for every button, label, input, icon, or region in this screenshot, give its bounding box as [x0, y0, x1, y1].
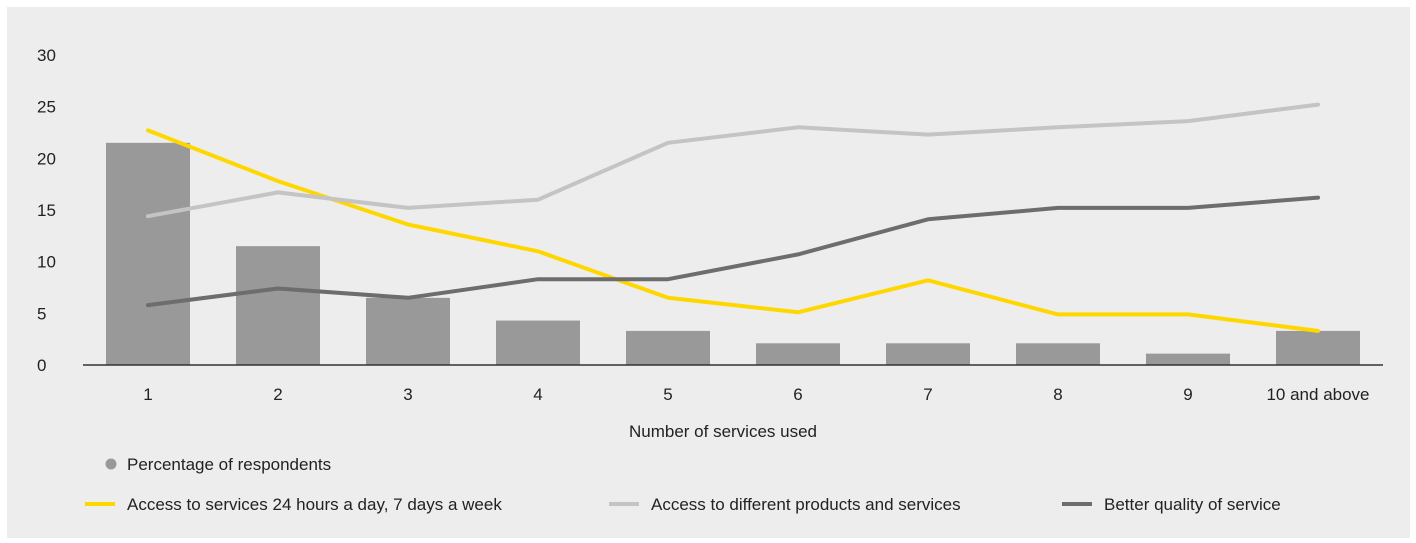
- legend-label: Percentage of respondents: [127, 455, 331, 474]
- bar-series: [106, 142, 1360, 365]
- line-series-group: [146, 102, 1320, 333]
- line-series-access-to-different-products-and-services: [146, 102, 1320, 219]
- x-tick-label: 5: [663, 385, 672, 404]
- legend-label: Better quality of service: [1104, 495, 1281, 514]
- y-tick-label: 15: [37, 201, 56, 220]
- y-tick-label: 0: [37, 356, 46, 375]
- x-tick-label: 4: [533, 385, 542, 404]
- x-tick-label: 8: [1053, 385, 1062, 404]
- y-tick-label: 30: [37, 46, 56, 65]
- x-tick-label: 1: [143, 385, 152, 404]
- bar: [1276, 330, 1360, 365]
- bar: [236, 246, 320, 365]
- legend-label: Access to different products and service…: [651, 495, 961, 514]
- line-series-access-to-services-24-hours-a-day-7-days-a-week: [146, 128, 1320, 333]
- y-tick-label: 10: [37, 253, 56, 272]
- chart-panel: 0 5 10 15 20 25 30 1 2 3 4 5 6 7 8 9 10 and above Numbe…: [7, 7, 1410, 538]
- bar: [496, 320, 580, 365]
- y-tick-label: 25: [37, 98, 56, 117]
- x-axis-title: Number of services used: [629, 422, 817, 441]
- line-series-better-quality-of-service: [146, 195, 1320, 308]
- y-tick-label: 20: [37, 149, 56, 168]
- bar: [756, 343, 840, 365]
- legend: Percentage of respondents Access to servi…: [85, 455, 1281, 514]
- x-axis-ticks: 1 2 3 4 5 6 7 8 9 10 and above: [143, 385, 1369, 404]
- combo-chart: 0 5 10 15 20 25 30 1 2 3 4 5 6 7 8 9 10 and above Numbe…: [37, 46, 1383, 514]
- x-tick-label: 3: [403, 385, 412, 404]
- y-axis-ticks: 0 5 10 15 20 25 30: [37, 46, 56, 375]
- x-tick-label: 10 and above: [1266, 385, 1369, 404]
- x-tick-label: 6: [793, 385, 802, 404]
- y-tick-label: 5: [37, 304, 46, 323]
- legend-marker: [105, 458, 117, 470]
- bar: [1016, 343, 1100, 365]
- bar: [626, 330, 710, 365]
- bar: [886, 343, 970, 365]
- bar: [366, 297, 450, 365]
- legend-label: Access to services 24 hours a day, 7 day…: [127, 495, 502, 514]
- bar: [106, 142, 190, 365]
- x-tick-label: 2: [273, 385, 282, 404]
- x-tick-label: 7: [923, 385, 932, 404]
- x-tick-label: 9: [1183, 385, 1192, 404]
- bar: [1146, 353, 1230, 365]
